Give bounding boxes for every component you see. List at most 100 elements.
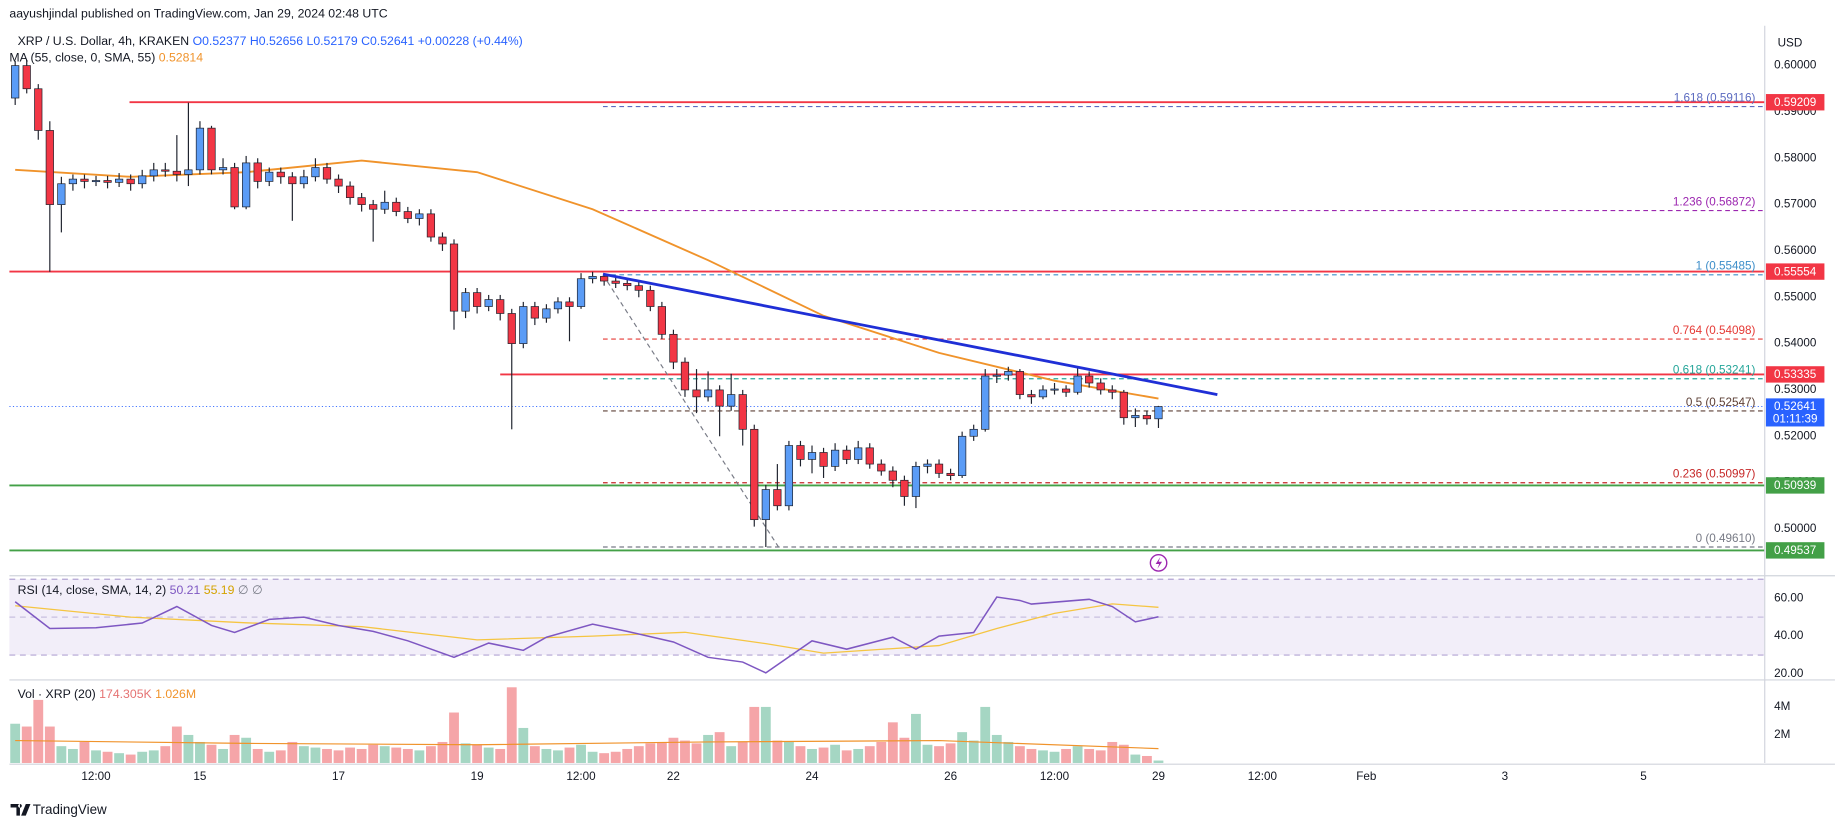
candle-body [322, 167, 332, 180]
countdown-label: 01:11:39 [1773, 413, 1818, 426]
candle-body [750, 428, 759, 521]
footer-logo: TradingView [10, 802, 107, 817]
fib-label: 0 (0.49610) [1696, 532, 1756, 545]
volume-bar [622, 748, 633, 763]
volume-bar [668, 737, 679, 763]
volume-bar [402, 748, 413, 763]
candle-body [981, 375, 990, 430]
candle-body [900, 479, 909, 497]
y-tick-label: 2M [1774, 728, 1790, 741]
candle-body [703, 389, 713, 398]
candle-body [1015, 371, 1024, 395]
volume-bar [541, 748, 552, 763]
candle-body [507, 313, 516, 344]
volume-bar [518, 727, 529, 763]
candle-body [657, 306, 666, 335]
candle-body [738, 394, 747, 430]
volume-bar [195, 741, 205, 763]
volume-bar [680, 740, 690, 763]
volume-bar [876, 741, 887, 763]
volume-bar [610, 751, 621, 763]
volume-bar [645, 743, 656, 763]
x-tick-label: 26 [944, 770, 957, 783]
volume-bar [33, 699, 44, 763]
candle-body [68, 178, 78, 185]
candle-body [553, 301, 563, 310]
symbol-title: XRP / U.S. Dollar, 4h, KRAKEN [18, 34, 190, 48]
volume-bar [241, 737, 252, 763]
volume-bar [1130, 754, 1141, 763]
volume-bar [310, 747, 321, 763]
candle-body [1027, 394, 1036, 398]
candle-body [600, 276, 609, 282]
volume-bar [703, 734, 713, 763]
candle-body [1154, 406, 1163, 420]
candle-body [923, 463, 932, 467]
volume-bar [114, 753, 125, 763]
candle-body [611, 280, 620, 284]
ma-value: 0.52814 [159, 51, 204, 65]
volume-bar [945, 743, 956, 763]
rsi-line [14, 596, 1159, 674]
candle-body [138, 175, 147, 185]
candle-body [473, 292, 482, 307]
volume-bar [853, 748, 864, 763]
volume-bar [564, 747, 575, 763]
front-layer: 0.59209 0.55554 0.53335 0.50939 0.49537 0.526… [1765, 94, 1825, 559]
volume-bar [264, 751, 275, 763]
volume-bar [1084, 748, 1095, 763]
candle-body [992, 374, 1001, 377]
candle-body [958, 435, 967, 476]
volume-bar [414, 750, 425, 763]
candle-body [888, 470, 897, 481]
y-tick-label: 0.53000 [1774, 383, 1817, 396]
candle-body [496, 299, 505, 314]
candle-body [299, 176, 308, 185]
candle-body [1004, 371, 1013, 376]
alert-bolt[interactable] [1155, 557, 1163, 569]
candle-body [669, 333, 678, 363]
fib-label: 1.236 (0.56872) [1673, 195, 1756, 208]
candle-body [34, 88, 43, 131]
volume-bar [506, 687, 517, 763]
candle-body [438, 236, 447, 245]
level-price-label: 0.55554 [1774, 265, 1817, 278]
x-tick-label: 3 [1502, 770, 1509, 783]
candle-body [45, 130, 54, 205]
last-price-box [1765, 398, 1825, 427]
x-tick-label: 5 [1640, 770, 1647, 783]
x-tick-label: 19 [471, 770, 484, 783]
candle-body [946, 472, 955, 476]
y-tick-label: 60.00 [1774, 591, 1804, 604]
volume-bar [587, 751, 598, 763]
level-price-box [1765, 263, 1825, 280]
fib-label: 0.236 (0.50997) [1673, 468, 1756, 481]
x-tick-label: 12:00 [81, 770, 111, 783]
volume-bar [218, 748, 228, 763]
alert-icon[interactable] [1149, 553, 1168, 572]
level-price-label: 0.49537 [1774, 544, 1816, 557]
candle-body [426, 213, 436, 238]
volume-bar [980, 706, 991, 763]
volume-bar [322, 748, 332, 763]
candle-body [126, 178, 135, 185]
candle-body [854, 447, 863, 460]
volume-bar [229, 734, 240, 763]
volume-bar [148, 750, 159, 763]
level-price-box [1765, 477, 1825, 494]
volume-bar [691, 743, 702, 763]
candle-body [588, 276, 597, 280]
x-tick-label: 17 [332, 770, 345, 783]
candle-body [265, 171, 274, 182]
volume-value: 174.305K [99, 687, 152, 701]
candle-body [877, 463, 886, 472]
fib-label: 0.5 (0.52547) [1686, 396, 1756, 409]
candle-body [911, 466, 921, 497]
volume-bar [437, 741, 448, 763]
candle-body [57, 183, 66, 205]
volume-bar [1003, 741, 1014, 763]
publisher-line: aayushjindal published on TradingView.co… [9, 6, 387, 20]
x-tick-label: 22 [667, 770, 680, 783]
y-tick-label: 0.58000 [1774, 151, 1817, 164]
